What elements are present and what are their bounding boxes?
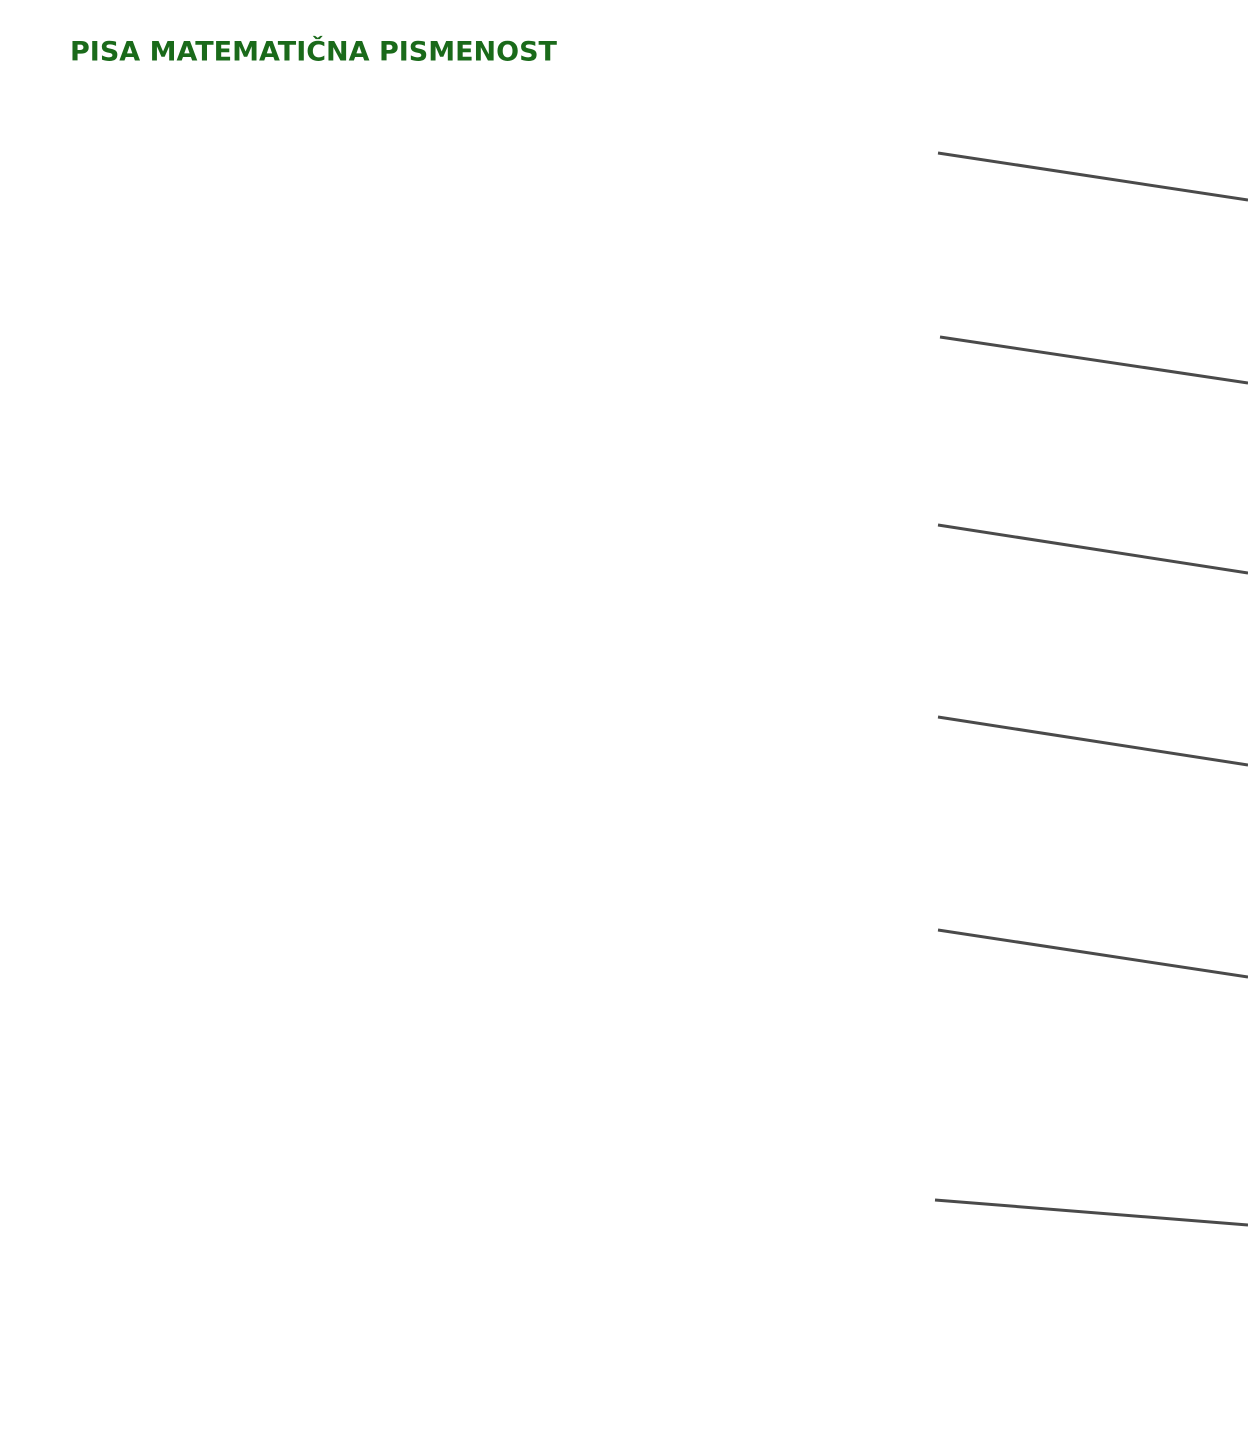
pointer-lines [934,151,1248,1227]
chart-title: PISA MATEMATIČNA PISMENOST [70,36,558,68]
legend-background [1025,0,1248,1440]
